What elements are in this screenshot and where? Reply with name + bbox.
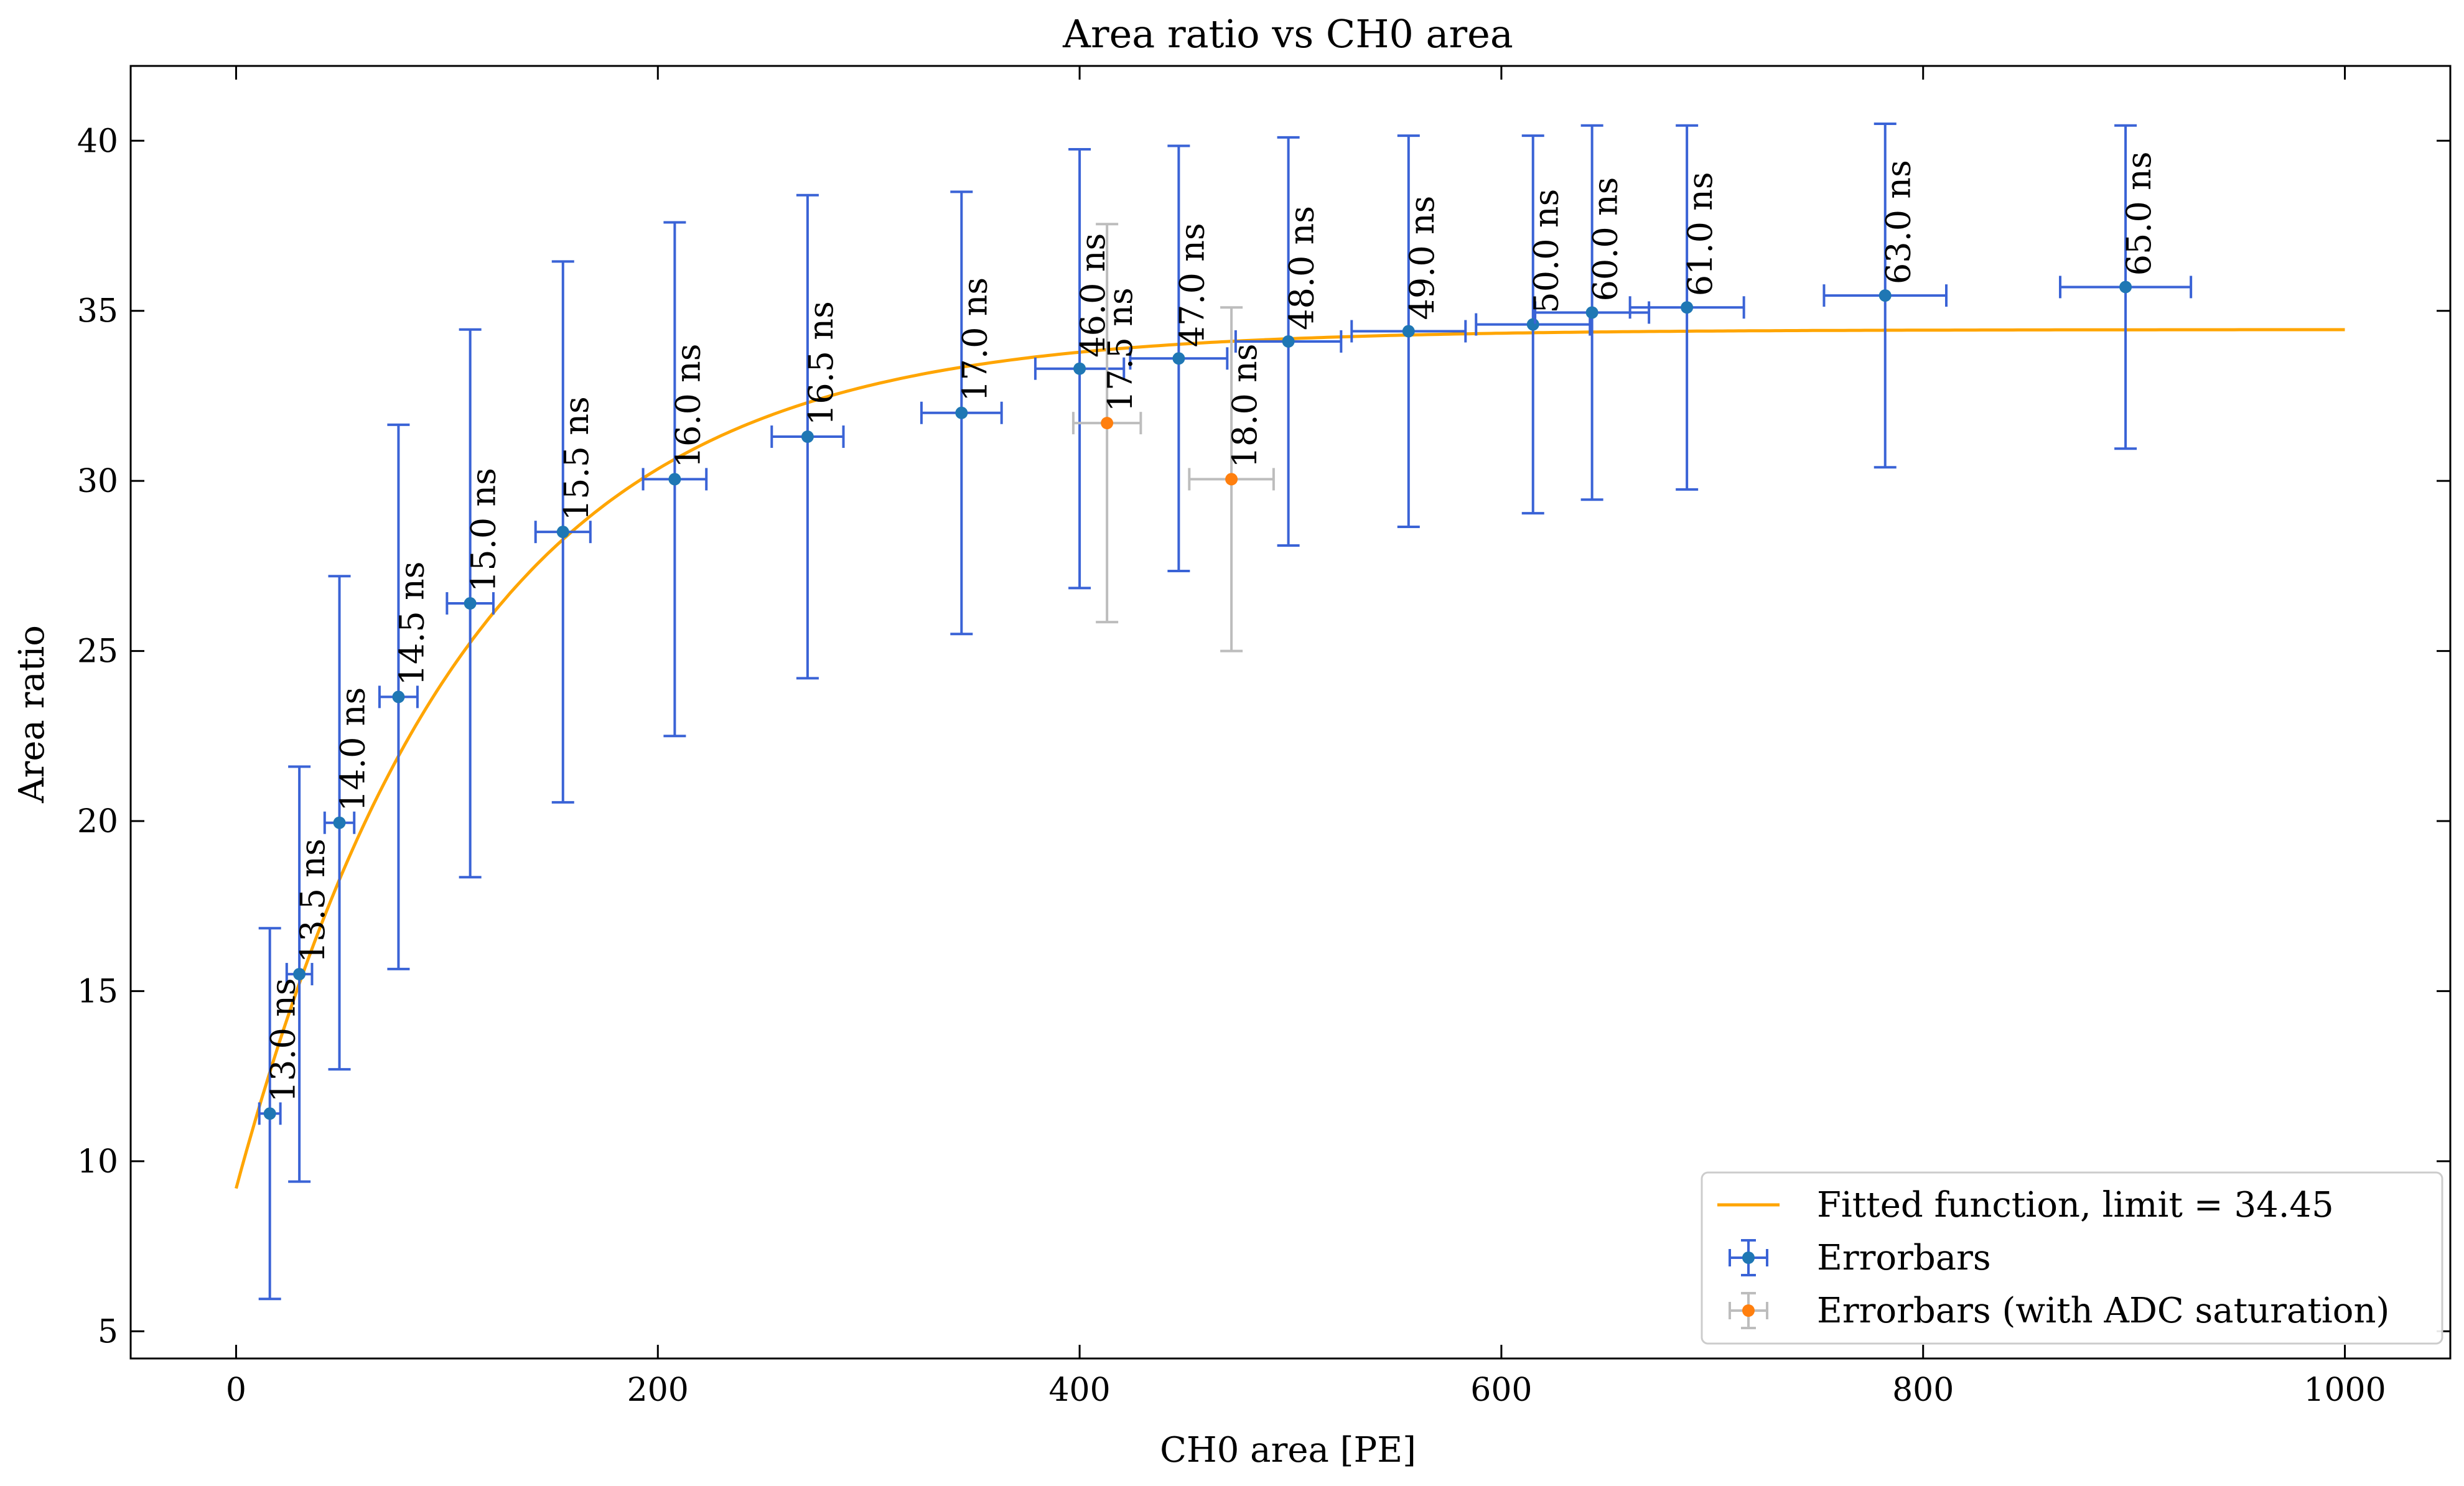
y-tick-label: 35 [77,293,118,330]
data-point [333,816,346,829]
errorbar-point [446,328,495,879]
data-point [955,406,968,419]
data-point [263,1107,276,1120]
data-point [1282,335,1295,348]
data-point [1681,301,1694,314]
x-tick-label: 600 [1470,1372,1532,1409]
point-label: 49.0 ns [1402,196,1442,320]
y-tick-label: 10 [77,1143,118,1181]
errorbar-point [1822,122,1948,469]
errorbar-point [1188,306,1275,652]
data-point [1172,352,1185,365]
point-label: 65.0 ns [2119,152,2158,276]
errorbar-point [1034,147,1126,590]
errorbar-point [1129,144,1229,573]
axis-ticks: 0 200 400 600 800 1000 5 10 15 20 25 30 35 40 [77,66,2450,1409]
y-tick-label: 5 [98,1313,118,1350]
errorbar-point [258,927,282,1301]
x-axis-label: CH0 area [PE] [1160,1430,1416,1470]
point-label: 16.0 ns [668,344,707,468]
point-label: 63.0 ns [1879,160,1918,284]
point-label: 14.0 ns [334,687,373,812]
legend-marker-swatch [1742,1251,1755,1264]
data-point [2119,281,2132,294]
errorbar-point [1475,134,1592,515]
x-tick-label: 800 [1892,1372,1954,1409]
x-tick-label: 400 [1048,1372,1110,1409]
x-tick-label: 200 [627,1372,689,1409]
point-label: 48.0 ns [1282,206,1322,330]
errorbar-point [1628,124,1745,491]
legend-box [1701,1171,2443,1345]
data-point [1526,318,1539,331]
errorbar-point [378,423,419,970]
point-label: 17.0 ns [955,277,994,402]
errorbar-point [920,190,1003,636]
errorbar-point [1071,223,1142,624]
errorbar-point [285,765,314,1183]
data-point [801,430,814,443]
data-point [556,526,569,539]
point-label: 13.0 ns [264,978,303,1102]
legend-item: Fitted function, limit = 34.45 [1717,1185,2334,1225]
errorbar-point [1534,124,1651,501]
point-label: 15.0 ns [464,468,503,592]
chart-title: Area ratio vs CH0 area [1062,11,1513,57]
legend-label: Errorbars (with ADC saturation) [1817,1291,2389,1331]
data-point [392,690,405,704]
errorbar-point [534,260,592,804]
errorbar-point [1350,134,1467,528]
legend-item: Errorbars (with ADC saturation) [1729,1291,2389,1331]
point-label: 60.0 ns [1586,177,1625,302]
y-tick-label: 25 [77,633,118,671]
errorbar-point [642,221,708,738]
errorbar-point [1234,136,1343,547]
point-label: 50.0 ns [1527,189,1566,313]
errorbar-point [770,193,845,680]
point-label: 14.5 ns [392,562,431,686]
legend-label: Fitted function, limit = 34.45 [1817,1185,2334,1225]
point-label: 17.5 ns [1101,287,1140,412]
data-point [1402,325,1415,338]
point-label: 18.0 ns [1225,344,1264,468]
y-tick-label: 15 [77,973,118,1010]
point-label: 13.5 ns [293,838,332,963]
legend-label: Errorbars [1817,1238,1991,1278]
errorbar-layer [258,122,2193,1301]
data-point [668,473,681,486]
data-point [1101,417,1114,430]
point-label: 15.5 ns [557,396,596,521]
legend-marker-swatch [1742,1304,1755,1317]
point-label: 61.0 ns [1681,172,1720,296]
data-point [293,968,306,981]
x-tick-label: 1000 [2303,1372,2386,1409]
legend-item: Errorbars [1729,1238,1991,1278]
data-point [464,597,477,610]
point-label: 46.0 ns [1073,233,1113,358]
point-label: 16.5 ns [801,301,841,425]
x-tick-label: 0 [226,1372,246,1409]
plot-frame [129,65,2452,1360]
data-point [1878,289,1892,302]
data-point [1073,362,1086,375]
errorbar-point [323,575,356,1071]
y-tick-label: 20 [77,803,118,840]
point-label: 47.0 ns [1172,223,1211,347]
legend-entries: Fitted function, limit = 34.45 Errorbars E… [1717,1185,2389,1331]
data-point [1585,306,1598,319]
errorbar-point [2059,124,2193,450]
y-tick-label: 30 [77,463,118,500]
data-point [1225,473,1238,486]
legend: Fitted function, limit = 34.45 Errorbars E… [1701,1171,2443,1345]
y-axis-label: Area ratio [12,625,52,804]
y-tick-label: 40 [77,123,118,160]
